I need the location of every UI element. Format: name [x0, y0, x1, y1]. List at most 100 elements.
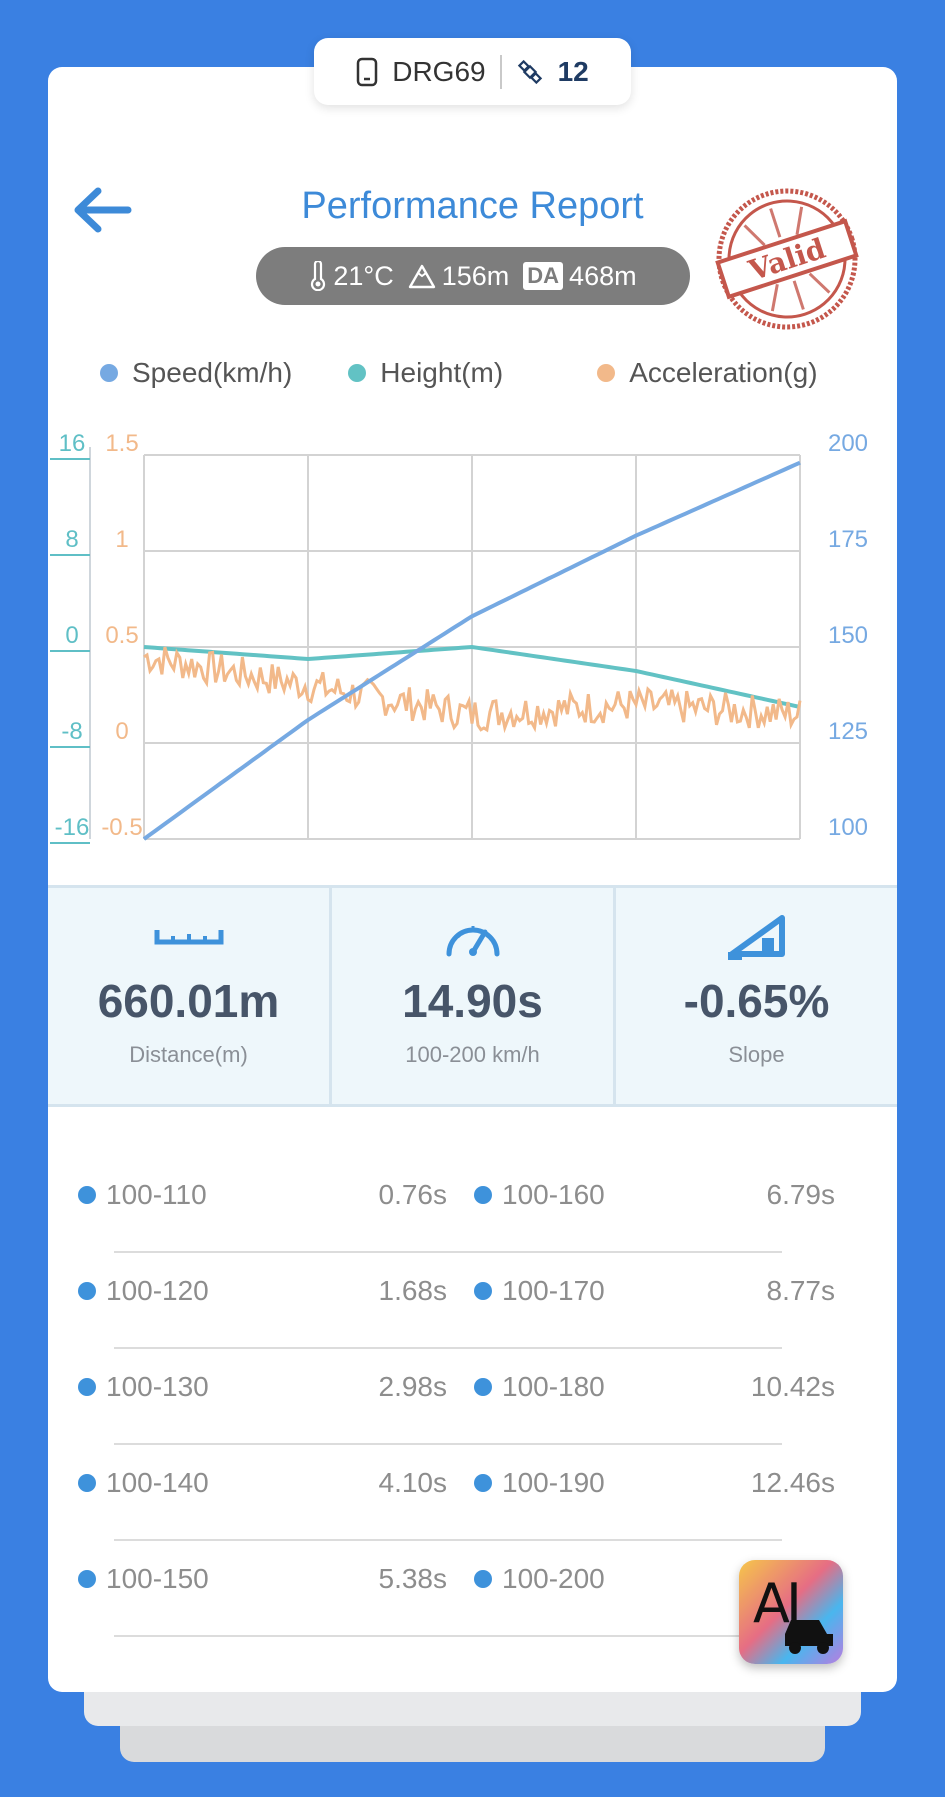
legend-dot	[597, 364, 616, 382]
split-divider	[114, 1539, 782, 1541]
speed-series-line	[142, 460, 801, 841]
car-icon	[785, 1620, 833, 1654]
tick-label-speed: 100	[828, 814, 868, 841]
report-card: Performance Report 21°C 156m DA 468m	[48, 67, 897, 1692]
tick-label-speed: 150	[828, 622, 868, 649]
tick-label-height: -8	[61, 718, 82, 745]
tick-label-acceleration: -0.5	[101, 814, 142, 841]
pill-divider	[499, 54, 502, 89]
split-left-label: 100-130	[78, 1367, 209, 1407]
legend-item-height[interactable]: Height(m)	[348, 357, 503, 389]
legend-dot	[100, 364, 118, 382]
stat-value: 660.01m	[97, 975, 280, 1027]
performance-chart: 16 8 0 -8 -16 1.5 1 0.5 0 -0.5 200 175 150 125 100	[50, 430, 868, 844]
split-left-label: 100-150	[78, 1559, 209, 1599]
split-left-label: 100-120	[78, 1271, 209, 1311]
split-dot	[474, 1186, 492, 1204]
satellite-count: 12	[557, 55, 589, 87]
thermometer-icon	[311, 261, 326, 291]
da-badge: DA	[523, 262, 564, 290]
stat-distance: 660.01m Distance(m)	[48, 888, 329, 1104]
split-divider	[114, 1443, 782, 1445]
split-right-value: 10.42s	[750, 1371, 835, 1402]
split-right-value: 12.46s	[750, 1467, 835, 1498]
split-dot	[474, 1474, 492, 1492]
split-row: 100-140 4.10s 100-190 12.46s	[48, 1445, 897, 1541]
split-right-label: 100-180	[474, 1367, 605, 1407]
split-divider	[114, 1251, 782, 1253]
tick-label-speed: 125	[828, 718, 868, 745]
back-arrow-icon[interactable]	[70, 185, 132, 235]
split-left-label: 100-110	[78, 1175, 207, 1215]
tick-label-height: 8	[65, 526, 78, 553]
stat-value: -0.65%	[683, 975, 830, 1027]
split-row: 100-120 1.68s 100-170 8.77s	[48, 1253, 897, 1349]
tick-label-acceleration: 1	[115, 526, 128, 553]
density-altitude-value: 468m	[569, 260, 637, 291]
split-left-value: 1.68s	[378, 1275, 448, 1306]
tick-label-height: 16	[59, 430, 86, 457]
split-right-value: 6.79s	[766, 1179, 836, 1210]
tick-label-acceleration: 1.5	[105, 430, 138, 457]
stat-time: 14.90s 100-200 km/h	[329, 888, 613, 1104]
tick-label-acceleration: 0	[115, 718, 128, 745]
split-divider	[114, 1635, 782, 1637]
split-right-label: 100-190	[474, 1463, 605, 1503]
split-left-value: 2.98s	[378, 1371, 448, 1402]
stat-label: 100-200 km/h	[405, 1042, 540, 1067]
altitude-info: 156m	[408, 260, 510, 292]
speedometer-icon	[446, 926, 499, 957]
ai-assistant-button[interactable]: AI	[739, 1560, 843, 1664]
temperature-value: 21°C	[333, 260, 394, 291]
acceleration-series-line	[143, 646, 802, 734]
slope-icon	[727, 915, 785, 960]
stat-label: Slope	[728, 1042, 785, 1067]
ruler-icon	[154, 930, 223, 945]
tick-label-speed: 200	[828, 430, 868, 457]
tick-label-height: 0	[65, 622, 78, 649]
stat-value: 14.90s	[402, 975, 543, 1027]
split-right-label: 100-170	[474, 1271, 605, 1311]
phone-icon	[356, 57, 378, 86]
tick-label-speed: 175	[828, 526, 868, 553]
legend-label: Acceleration(g)	[629, 357, 818, 388]
split-left-value: 0.76s	[378, 1179, 448, 1210]
chart-legend: Speed(km/h) Height(m) Acceleration(g)	[72, 357, 872, 389]
legend-label: Height(m)	[380, 357, 504, 388]
conditions-pill: 21°C 156m DA 468m	[256, 247, 690, 305]
stat-label: Distance(m)	[129, 1042, 248, 1067]
split-divider	[114, 1347, 782, 1349]
split-dot	[78, 1282, 96, 1300]
split-right-label: 100-200	[474, 1559, 605, 1599]
tick-label-acceleration: 0.5	[105, 622, 138, 649]
tick-label-height: -16	[55, 814, 90, 841]
split-right-label: 100-160	[474, 1175, 605, 1215]
legend-item-speed[interactable]: Speed(km/h)	[100, 357, 292, 389]
valid-stamp-icon: Valid	[715, 188, 859, 330]
split-row: 100-130 2.98s 100-180 10.42s	[48, 1349, 897, 1445]
split-row: 100-110 0.76s 100-160 6.79s	[48, 1157, 897, 1253]
device-name: DRG69	[392, 55, 486, 87]
split-left-value: 5.38s	[378, 1563, 448, 1594]
mountain-icon	[408, 264, 435, 289]
page-title: Performance Report	[301, 185, 644, 227]
legend-dot	[348, 364, 367, 382]
legend-label: Speed(km/h)	[132, 357, 293, 388]
split-dot	[78, 1186, 96, 1204]
temperature-info: 21°C	[309, 260, 394, 292]
split-left-label: 100-140	[78, 1463, 209, 1503]
split-left-value: 4.10s	[378, 1467, 448, 1498]
split-row: 100-150 5.38s 100-200	[48, 1541, 897, 1637]
altitude-value: 156m	[441, 260, 510, 291]
split-dot	[474, 1570, 492, 1588]
legend-item-acceleration[interactable]: Acceleration(g)	[597, 357, 818, 389]
split-dot	[474, 1282, 492, 1300]
satellite-icon	[517, 59, 542, 84]
split-dot	[78, 1378, 96, 1396]
stat-slope: -0.65% Slope	[613, 888, 897, 1104]
height-series-line	[143, 644, 801, 709]
split-right-value: 8.77s	[766, 1275, 836, 1306]
split-dot	[78, 1570, 96, 1588]
split-dot	[78, 1474, 96, 1492]
device-pill[interactable]: DRG69 12	[314, 38, 631, 105]
